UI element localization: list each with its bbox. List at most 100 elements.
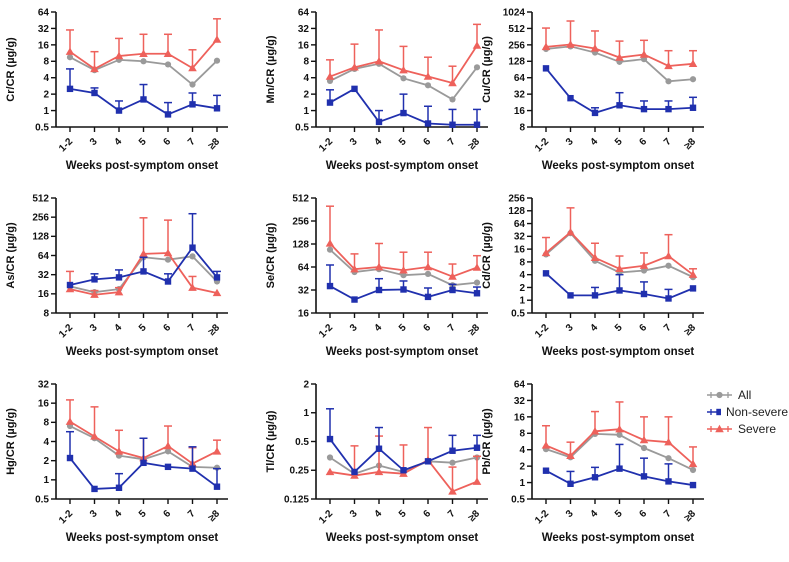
svg-text:7: 7 — [186, 136, 198, 148]
svg-text:≥8: ≥8 — [683, 508, 699, 524]
svg-text:6: 6 — [161, 322, 173, 334]
svg-text:0.125: 0.125 — [284, 494, 309, 505]
svg-text:2: 2 — [43, 90, 49, 101]
svg-text:64: 64 — [38, 7, 50, 18]
svg-text:3: 3 — [348, 508, 360, 520]
svg-text:4: 4 — [112, 136, 124, 148]
svg-text:512: 512 — [508, 24, 525, 35]
svg-text:3: 3 — [348, 322, 360, 334]
svg-text:1: 1 — [519, 296, 525, 307]
svg-text:128: 128 — [508, 57, 525, 68]
svg-text:64: 64 — [298, 7, 310, 18]
svg-text:64: 64 — [514, 219, 526, 230]
svg-text:3: 3 — [88, 508, 100, 520]
svg-text:32: 32 — [38, 270, 50, 281]
svg-text:32: 32 — [38, 379, 50, 390]
svg-text:5: 5 — [397, 508, 409, 520]
svg-text:Pb/CR (µg/g): Pb/CR (µg/g) — [481, 408, 493, 475]
legend-item-non-severe: Non-severe — [706, 403, 788, 420]
svg-text:64: 64 — [514, 379, 526, 390]
svg-text:7: 7 — [446, 136, 458, 148]
svg-text:7: 7 — [186, 508, 198, 520]
svg-text:0.25: 0.25 — [290, 466, 310, 477]
svg-text:Cu/CR (µg/g): Cu/CR (µg/g) — [481, 36, 493, 103]
svg-text:32: 32 — [514, 90, 526, 101]
svg-text:Weeks post-symptom onset: Weeks post-symptom onset — [542, 160, 695, 172]
svg-text:3: 3 — [88, 136, 100, 148]
svg-text:≥8: ≥8 — [683, 322, 699, 338]
svg-text:3: 3 — [88, 322, 100, 334]
legend-marker-all-icon — [707, 391, 732, 398]
svg-text:4: 4 — [112, 508, 124, 520]
plot-pb-cr: 0.5 1 2 4 8 16 32 64 1-2 3 4 5 6 7 ≥8 Weeks post-sympto… — [478, 374, 718, 557]
svg-text:7: 7 — [662, 508, 674, 520]
svg-text:4: 4 — [112, 322, 124, 334]
svg-text:6: 6 — [421, 508, 433, 520]
svg-text:2: 2 — [303, 379, 309, 390]
plot-mn-cr: 0.5 1 2 4 8 16 32 64 1-2 3 4 5 6 7 ≥8 Weeks post-sympto… — [262, 2, 502, 185]
svg-text:4: 4 — [372, 322, 384, 334]
svg-text:Weeks post-symptom onset: Weeks post-symptom onset — [542, 532, 695, 544]
svg-text:1-2: 1-2 — [57, 508, 75, 526]
svg-text:Weeks post-symptom onset: Weeks post-symptom onset — [542, 346, 695, 358]
svg-text:Weeks post-symptom onset: Weeks post-symptom onset — [66, 346, 219, 358]
svg-text:7: 7 — [446, 508, 458, 520]
svg-text:As/CR (µg/g): As/CR (µg/g) — [5, 222, 17, 289]
svg-text:8: 8 — [43, 418, 49, 429]
svg-text:5: 5 — [613, 136, 625, 148]
svg-text:2: 2 — [519, 462, 525, 473]
svg-text:4: 4 — [519, 270, 525, 281]
svg-text:≥8: ≥8 — [683, 136, 699, 152]
svg-text:4: 4 — [519, 445, 525, 456]
svg-text:7: 7 — [186, 322, 198, 334]
svg-text:7: 7 — [662, 136, 674, 148]
svg-text:Hg/CR (µg/g): Hg/CR (µg/g) — [5, 408, 17, 475]
svg-text:4: 4 — [43, 437, 49, 448]
svg-text:4: 4 — [372, 136, 384, 148]
svg-text:32: 32 — [514, 396, 526, 407]
svg-text:Weeks post-symptom onset: Weeks post-symptom onset — [326, 532, 479, 544]
svg-text:16: 16 — [298, 308, 310, 319]
svg-text:6: 6 — [637, 508, 649, 520]
svg-text:512: 512 — [292, 193, 309, 204]
svg-text:5: 5 — [397, 136, 409, 148]
svg-text:1: 1 — [303, 408, 309, 419]
legend-item-all: All — [706, 386, 788, 403]
svg-text:1-2: 1-2 — [317, 322, 335, 340]
svg-text:Mn/CR (µg/g): Mn/CR (µg/g) — [265, 35, 277, 103]
svg-text:7: 7 — [446, 322, 458, 334]
svg-text:64: 64 — [298, 262, 310, 273]
svg-text:0.5: 0.5 — [295, 437, 309, 448]
as-chart-svg: 8 16 32 64 128 256 512 1-2 3 4 5 6 7 ≥8 Weeks post-sym… — [5, 193, 228, 358]
svg-text:128: 128 — [292, 239, 309, 250]
svg-text:3: 3 — [564, 136, 576, 148]
svg-text:256: 256 — [508, 193, 525, 204]
plot-cd-cr: 0.5 1 2 4 8 16 32 64 128 256 1-2 3 4 5 6 7 ≥8 Weeks post-… — [478, 188, 718, 371]
svg-text:8: 8 — [519, 257, 525, 268]
svg-text:0.5: 0.5 — [511, 308, 525, 319]
svg-text:5: 5 — [397, 322, 409, 334]
svg-text:4: 4 — [372, 508, 384, 520]
svg-text:2: 2 — [303, 90, 309, 101]
legend-label-severe: Severe — [738, 421, 777, 436]
svg-text:3: 3 — [564, 508, 576, 520]
svg-text:16: 16 — [38, 399, 50, 410]
svg-text:1: 1 — [303, 106, 309, 117]
svg-text:8: 8 — [303, 57, 309, 68]
svg-text:6: 6 — [421, 322, 433, 334]
svg-text:8: 8 — [519, 122, 525, 133]
svg-text:4: 4 — [303, 73, 309, 84]
svg-text:1-2: 1-2 — [317, 136, 335, 154]
svg-text:4: 4 — [43, 73, 49, 84]
svg-text:Weeks post-symptom onset: Weeks post-symptom onset — [326, 160, 479, 172]
svg-text:1024: 1024 — [503, 7, 526, 18]
svg-text:32: 32 — [298, 285, 310, 296]
svg-text:16: 16 — [514, 245, 526, 256]
svg-text:4: 4 — [588, 508, 600, 520]
svg-text:16: 16 — [514, 412, 526, 423]
svg-text:1: 1 — [43, 106, 49, 117]
cu-chart-svg: 8 16 32 64 128 256 512 1024 1-2 3 4 5 6 7 ≥8 Weeks post… — [481, 7, 704, 172]
